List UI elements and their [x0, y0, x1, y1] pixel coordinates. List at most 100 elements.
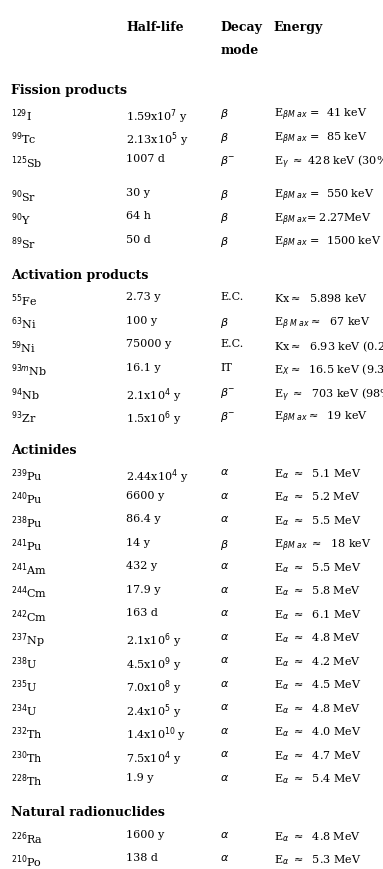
Text: 432 y: 432 y [126, 561, 157, 570]
Text: $^{129}$I: $^{129}$I [11, 107, 33, 123]
Text: $\beta$: $\beta$ [220, 315, 229, 329]
Text: E$_{\alpha}$ $\approx$  5.4 MeV: E$_{\alpha}$ $\approx$ 5.4 MeV [274, 772, 361, 786]
Text: $^{241}$Am: $^{241}$Am [11, 561, 47, 577]
Text: $\alpha$: $\alpha$ [220, 852, 229, 862]
Text: 50 d: 50 d [126, 235, 151, 244]
Text: $^{125}$Sb: $^{125}$Sb [11, 154, 43, 170]
Text: $^{235}$U: $^{235}$U [11, 678, 38, 694]
Text: 16.1 y: 16.1 y [126, 362, 161, 372]
Text: $\beta$: $\beta$ [220, 211, 229, 225]
Text: $^{240}$Pu: $^{240}$Pu [11, 490, 43, 507]
Text: $^{232}$Th: $^{232}$Th [11, 725, 43, 741]
Text: Actinides: Actinides [11, 443, 77, 456]
Text: $\beta$: $\beta$ [220, 188, 229, 202]
Text: 2.1x10$^4$ y: 2.1x10$^4$ y [126, 386, 182, 404]
Text: $\beta$: $\beta$ [220, 235, 229, 249]
Text: E$_{\beta M\ ax}$= 2.27MeV: E$_{\beta M\ ax}$= 2.27MeV [274, 211, 372, 228]
Text: $^{94}$Nb: $^{94}$Nb [11, 386, 40, 402]
Text: $^{237}$Np: $^{237}$Np [11, 631, 45, 649]
Text: E$_{X}\approx$  16.5 keV (9.3%): E$_{X}\approx$ 16.5 keV (9.3%) [274, 362, 383, 377]
Text: $\beta$: $\beta$ [220, 130, 229, 144]
Text: Kx$\approx$  5.898 keV: Kx$\approx$ 5.898 keV [274, 292, 368, 304]
Text: 14 y: 14 y [126, 537, 151, 547]
Text: 7.5x10$^4$ y: 7.5x10$^4$ y [126, 748, 182, 766]
Text: $^{63}$Ni: $^{63}$Ni [11, 315, 37, 332]
Text: 2.4x10$^5$ y: 2.4x10$^5$ y [126, 701, 182, 720]
Text: $^{90}$Sr: $^{90}$Sr [11, 188, 37, 204]
Text: 4.5x10$^9$ y: 4.5x10$^9$ y [126, 654, 182, 673]
Text: 1600 y: 1600 y [126, 829, 165, 839]
Text: $\alpha$: $\alpha$ [220, 607, 229, 617]
Text: $\beta$: $\beta$ [220, 107, 229, 121]
Text: 1007 d: 1007 d [126, 154, 165, 163]
Text: $^{89}$Sr: $^{89}$Sr [11, 235, 37, 251]
Text: $\alpha$: $\alpha$ [220, 631, 229, 640]
Text: $^{93}$Zr: $^{93}$Zr [11, 409, 37, 426]
Text: $\alpha$: $\alpha$ [220, 829, 229, 839]
Text: E$_{\alpha}$ $\approx$  6.1 MeV: E$_{\alpha}$ $\approx$ 6.1 MeV [274, 607, 361, 621]
Text: 100 y: 100 y [126, 315, 157, 325]
Text: $^{90}$Y: $^{90}$Y [11, 211, 31, 228]
Text: mode: mode [220, 44, 259, 57]
Text: E$_{\beta M\ ax}\approx$  19 keV: E$_{\beta M\ ax}\approx$ 19 keV [274, 409, 368, 426]
Text: 17.9 y: 17.9 y [126, 584, 161, 594]
Text: 163 d: 163 d [126, 607, 158, 617]
Text: $\alpha$: $\alpha$ [220, 561, 229, 570]
Text: E$_{\alpha}$ $\approx$  4.2 MeV: E$_{\alpha}$ $\approx$ 4.2 MeV [274, 654, 361, 668]
Text: $\alpha$: $\alpha$ [220, 701, 229, 711]
Text: E$_{\alpha}$ $\approx$  4.7 MeV: E$_{\alpha}$ $\approx$ 4.7 MeV [274, 748, 361, 762]
Text: E$_{\alpha}$ $\approx$  5.1 MeV: E$_{\alpha}$ $\approx$ 5.1 MeV [274, 467, 361, 481]
Text: Decay: Decay [220, 21, 262, 34]
Text: Fission products: Fission products [11, 83, 128, 96]
Text: $^{99}$Tc: $^{99}$Tc [11, 130, 37, 147]
Text: E.C.: E.C. [220, 339, 244, 348]
Text: $\beta^{-}$: $\beta^{-}$ [220, 154, 236, 168]
Text: $\alpha$: $\alpha$ [220, 654, 229, 664]
Text: 30 y: 30 y [126, 188, 151, 197]
Text: E$_{\beta\ M\ ax}\approx$  67 keV: E$_{\beta\ M\ ax}\approx$ 67 keV [274, 315, 370, 332]
Text: 2.44x10$^4$ y: 2.44x10$^4$ y [126, 467, 189, 485]
Text: E$_{\alpha}$ $\approx$  5.3 MeV: E$_{\alpha}$ $\approx$ 5.3 MeV [274, 852, 361, 866]
Text: $\beta^{-}$: $\beta^{-}$ [220, 409, 236, 423]
Text: 1.59x10$^7$ y: 1.59x10$^7$ y [126, 107, 188, 125]
Text: $\alpha$: $\alpha$ [220, 490, 229, 500]
Text: $\alpha$: $\alpha$ [220, 584, 229, 594]
Text: $\beta$: $\beta$ [220, 537, 229, 551]
Text: $^{230}$Th: $^{230}$Th [11, 748, 43, 765]
Text: E$_{\alpha}$ $\approx$  4.8 MeV: E$_{\alpha}$ $\approx$ 4.8 MeV [274, 701, 361, 715]
Text: 1.5x10$^6$ y: 1.5x10$^6$ y [126, 409, 182, 428]
Text: E$_{\alpha}$ $\approx$  4.5 MeV: E$_{\alpha}$ $\approx$ 4.5 MeV [274, 678, 361, 692]
Text: $^{238}$U: $^{238}$U [11, 654, 38, 671]
Text: $^{244}$Cm: $^{244}$Cm [11, 584, 47, 600]
Text: $^{226}$Ra: $^{226}$Ra [11, 829, 43, 846]
Text: $^{93m}$Nb: $^{93m}$Nb [11, 362, 47, 379]
Text: E$_{\alpha}$ $\approx$  5.2 MeV: E$_{\alpha}$ $\approx$ 5.2 MeV [274, 490, 361, 504]
Text: 86.4 y: 86.4 y [126, 514, 161, 523]
Text: IT: IT [220, 362, 232, 372]
Text: $^{238}$Pu: $^{238}$Pu [11, 514, 43, 530]
Text: $\alpha$: $\alpha$ [220, 467, 229, 476]
Text: E$_{\beta M\ ax}$ =  1500 keV: E$_{\beta M\ ax}$ = 1500 keV [274, 235, 381, 251]
Text: $^{59}$Ni: $^{59}$Ni [11, 339, 36, 355]
Text: E$_{\alpha}$ $\approx$  5.5 MeV: E$_{\alpha}$ $\approx$ 5.5 MeV [274, 561, 361, 574]
Text: E$_{\beta M\ ax}$ =  550 keV: E$_{\beta M\ ax}$ = 550 keV [274, 188, 374, 204]
Text: E$_{\gamma}$ $\approx$  703 keV (98%): E$_{\gamma}$ $\approx$ 703 keV (98%) [274, 386, 383, 403]
Text: 2.73 y: 2.73 y [126, 292, 161, 302]
Text: E$_{\beta M\ ax}$ =  41 keV: E$_{\beta M\ ax}$ = 41 keV [274, 107, 367, 123]
Text: $\alpha$: $\alpha$ [220, 772, 229, 781]
Text: Kx$\approx$  6.93 keV (0.20): Kx$\approx$ 6.93 keV (0.20) [274, 339, 383, 354]
Text: $\alpha$: $\alpha$ [220, 678, 229, 687]
Text: 2.13x10$^5$ y: 2.13x10$^5$ y [126, 130, 189, 149]
Text: 138 d: 138 d [126, 852, 158, 862]
Text: $^{242}$Cm: $^{242}$Cm [11, 607, 47, 624]
Text: $^{239}$Pu: $^{239}$Pu [11, 467, 43, 483]
Text: $\alpha$: $\alpha$ [220, 725, 229, 734]
Text: E$_{\alpha}$ $\approx$  4.8 MeV: E$_{\alpha}$ $\approx$ 4.8 MeV [274, 829, 361, 843]
Text: 1.4x10$^{10}$ y: 1.4x10$^{10}$ y [126, 725, 187, 743]
Text: $^{210}$Po: $^{210}$Po [11, 852, 43, 869]
Text: 2.1x10$^6$ y: 2.1x10$^6$ y [126, 631, 182, 649]
Text: 7.0x10$^8$ y: 7.0x10$^8$ y [126, 678, 182, 696]
Text: Half-life: Half-life [126, 21, 184, 34]
Text: 1.9 y: 1.9 y [126, 772, 154, 781]
Text: $^{55}$Fe: $^{55}$Fe [11, 292, 38, 308]
